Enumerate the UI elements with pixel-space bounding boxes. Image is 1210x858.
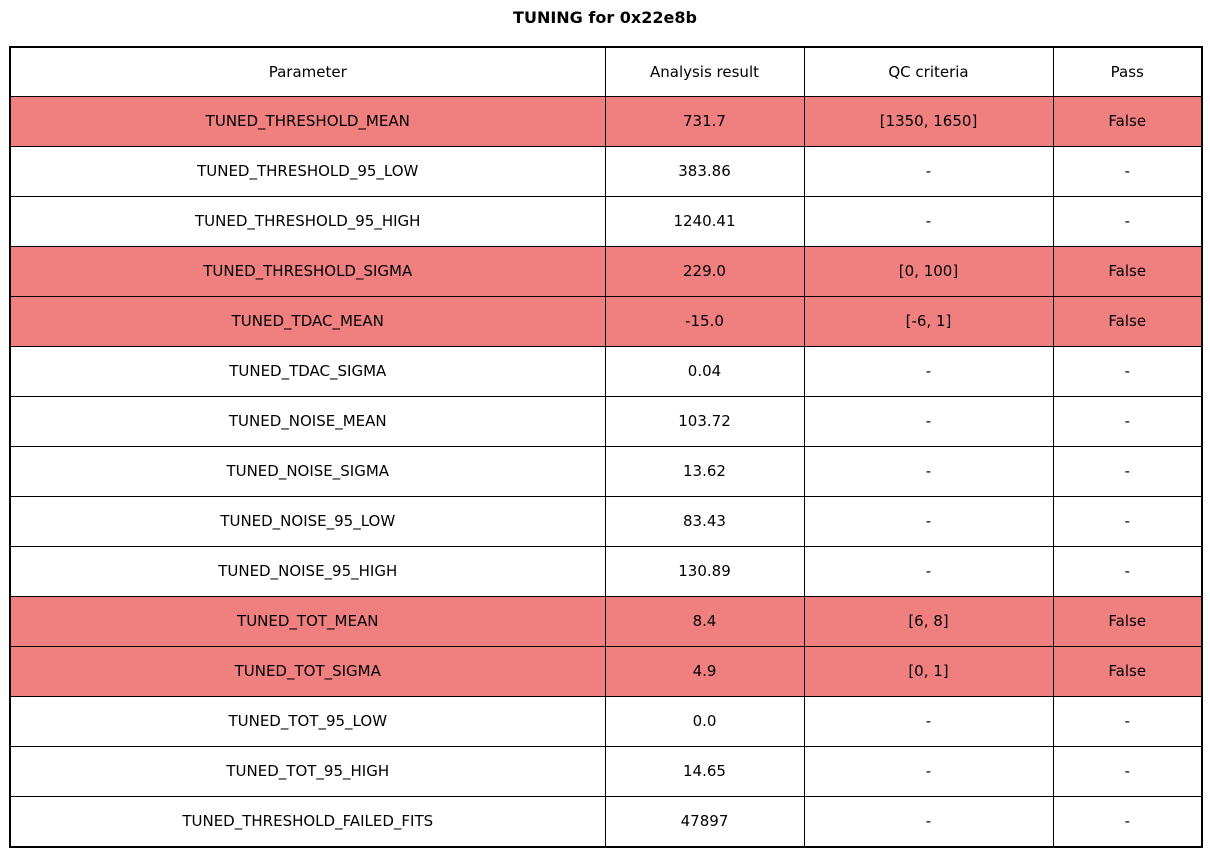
table-row: TUNED_THRESHOLD_95_HIGH 1240.41- -	[9, 195, 1203, 247]
table-row: TUNED_NOISE_SIGMA 13.62- -	[9, 445, 1203, 497]
parameter-cell: TUNED_THRESHOLD_95_LOW	[9, 145, 606, 197]
qc-criteria-cell: -	[803, 395, 1054, 447]
pass-cell: -	[1052, 545, 1203, 597]
table-row: TUNED_TOT_95_HIGH 14.65- -	[9, 745, 1203, 797]
qc-criteria-cell: [0, 100]	[803, 245, 1054, 297]
analysis-result-cell: 731.7	[604, 96, 805, 147]
table-row: TUNED_TDAC_MEAN -15.0 [-6, 1] False	[9, 295, 1203, 347]
page-title: TUNING for 0x22e8b	[513, 8, 697, 27]
table-header: Parameter Analysis result QC criteria Pa…	[9, 46, 1203, 97]
parameter-cell: TUNED_NOISE_95_LOW	[9, 495, 606, 547]
table-row: TUNED_NOISE_95_HIGH 130.89- -	[9, 545, 1203, 597]
analysis-result-cell: 8.4	[604, 595, 805, 647]
qc-criteria-cell: [6, 8]	[803, 595, 1054, 647]
qc-criteria-cell: -	[803, 195, 1054, 247]
column-header-pass: Pass	[1052, 46, 1203, 97]
parameter-cell: TUNED_TOT_95_LOW	[9, 695, 606, 747]
pass-cell: -	[1052, 495, 1203, 547]
column-header-analysis-result: Analysis result	[604, 46, 805, 97]
qc-criteria-cell: [-6, 1]	[803, 295, 1054, 347]
table-row: TUNED_NOISE_95_LOW 83.43- -	[9, 495, 1203, 547]
qc-criteria-cell: -	[803, 795, 1054, 848]
pass-cell: -	[1052, 145, 1203, 197]
table-row: TUNED_THRESHOLD_SIGMA 229.0 [0, 100] False	[9, 245, 1203, 297]
parameter-cell: TUNED_THRESHOLD_SIGMA	[9, 245, 606, 297]
pass-cell: -	[1052, 445, 1203, 497]
table-row: TUNED_THRESHOLD_FAILED_FITS 47897- -	[9, 795, 1203, 848]
pass-cell: -	[1052, 695, 1203, 747]
analysis-result-cell: 0.0	[604, 695, 805, 747]
parameter-cell: TUNED_THRESHOLD_95_HIGH	[9, 195, 606, 247]
column-header-qc-criteria: QC criteria	[803, 46, 1054, 97]
parameter-cell: TUNED_NOISE_SIGMA	[9, 445, 606, 497]
pass-cell: -	[1052, 395, 1203, 447]
analysis-result-cell: 229.0	[604, 245, 805, 297]
pass-cell: False	[1052, 595, 1203, 647]
pass-cell: False	[1052, 245, 1203, 297]
qc-criteria-cell: -	[803, 345, 1054, 397]
parameter-cell: TUNED_NOISE_MEAN	[9, 395, 606, 447]
analysis-result-cell: 4.9	[604, 645, 805, 697]
pass-cell: False	[1052, 295, 1203, 347]
qc-results-table: Parameter Analysis result QC criteria Pa…	[9, 46, 1203, 848]
table-row: TUNED_TOT_SIGMA 4.9 [0, 1] False	[9, 645, 1203, 697]
pass-cell: False	[1052, 645, 1203, 697]
parameter-cell: TUNED_TOT_95_HIGH	[9, 745, 606, 797]
analysis-result-cell: 130.89	[604, 545, 805, 597]
table-body: TUNED_THRESHOLD_MEAN 731.7 [1350, 1650] Fal…	[9, 96, 1203, 848]
analysis-result-cell: 383.86	[604, 145, 805, 197]
table-row: TUNED_THRESHOLD_95_LOW 383.86- -	[9, 145, 1203, 197]
table-row: TUNED_NOISE_MEAN 103.72- -	[9, 395, 1203, 447]
analysis-result-cell: 0.04	[604, 345, 805, 397]
qc-criteria-cell: -	[803, 545, 1054, 597]
analysis-result-cell: 103.72	[604, 395, 805, 447]
table-row: TUNED_TDAC_SIGMA 0.04- -	[9, 345, 1203, 397]
analysis-result-cell: 1240.41	[604, 195, 805, 247]
parameter-cell: TUNED_NOISE_95_HIGH	[9, 545, 606, 597]
table-row: TUNED_THRESHOLD_MEAN 731.7 [1350, 1650] Fal…	[9, 96, 1203, 147]
analysis-result-cell: 47897	[604, 795, 805, 848]
table-row: TUNED_TOT_95_LOW 0.0- -	[9, 695, 1203, 747]
pass-cell: -	[1052, 195, 1203, 247]
qc-criteria-cell: [1350, 1650]	[803, 96, 1054, 147]
qc-criteria-cell: [0, 1]	[803, 645, 1054, 697]
analysis-result-cell: -15.0	[604, 295, 805, 347]
parameter-cell: TUNED_TDAC_MEAN	[9, 295, 606, 347]
analysis-result-cell: 83.43	[604, 495, 805, 547]
header-row: Parameter Analysis result QC criteria Pa…	[9, 46, 1203, 97]
pass-cell: False	[1052, 96, 1203, 147]
analysis-result-cell: 13.62	[604, 445, 805, 497]
parameter-cell: TUNED_TOT_SIGMA	[9, 645, 606, 697]
qc-criteria-cell: -	[803, 695, 1054, 747]
parameter-cell: TUNED_THRESHOLD_MEAN	[9, 96, 606, 147]
parameter-cell: TUNED_THRESHOLD_FAILED_FITS	[9, 795, 606, 848]
pass-cell: -	[1052, 795, 1203, 848]
qc-criteria-cell: -	[803, 745, 1054, 797]
pass-cell: -	[1052, 745, 1203, 797]
qc-criteria-cell: -	[803, 145, 1054, 197]
column-header-parameter: Parameter	[9, 46, 606, 97]
qc-criteria-cell: -	[803, 495, 1054, 547]
qc-criteria-cell: -	[803, 445, 1054, 497]
table-row: TUNED_TOT_MEAN 8.4 [6, 8] False	[9, 595, 1203, 647]
parameter-cell: TUNED_TOT_MEAN	[9, 595, 606, 647]
analysis-result-cell: 14.65	[604, 745, 805, 797]
parameter-cell: TUNED_TDAC_SIGMA	[9, 345, 606, 397]
pass-cell: -	[1052, 345, 1203, 397]
